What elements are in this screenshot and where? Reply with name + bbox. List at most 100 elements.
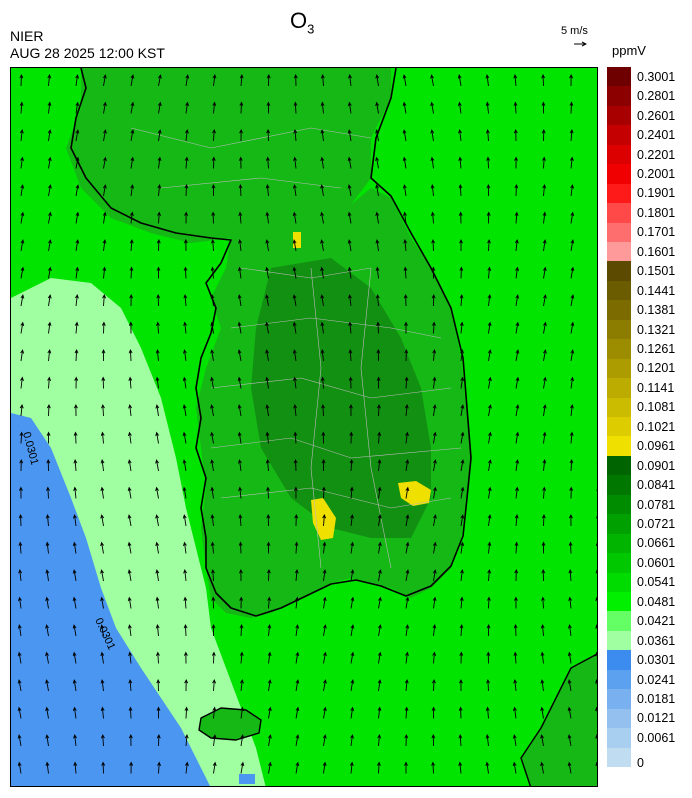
- wind-arrow-icon: [265, 184, 270, 197]
- wind-arrow-icon: [45, 514, 50, 527]
- wind-arrow-icon: [320, 101, 325, 114]
- wind-arrow-icon: [347, 129, 352, 142]
- wind-arrow-icon: [295, 734, 300, 747]
- wind-arrow-icon: [237, 294, 242, 307]
- wind-arrow-icon: [295, 761, 300, 774]
- legend-label: 0.0661: [637, 536, 676, 551]
- wind-arrow-icon: [322, 569, 327, 582]
- legend-label: 0.1081: [637, 400, 676, 415]
- wind-arrow-icon: [322, 761, 327, 774]
- wind-arrow-icon: [347, 101, 352, 114]
- wind-arrow-icon: [487, 321, 492, 334]
- wind-arrow-icon: [211, 651, 216, 664]
- wind-arrow-icon: [265, 156, 270, 169]
- wind-arrow-icon: [293, 404, 298, 417]
- wind-arrow-icon: [295, 679, 300, 692]
- wind-arrow-icon: [183, 651, 188, 664]
- wind-arrow-icon: [182, 459, 187, 472]
- wind-arrow-icon: [460, 569, 464, 582]
- wind-arrow-icon: [182, 349, 187, 362]
- wind-arrow-icon: [75, 266, 80, 279]
- korea-coastline: [70, 68, 472, 617]
- legend-swatch: [607, 358, 631, 379]
- wind-arrow-icon: [266, 128, 271, 142]
- wind-arrow-icon: [347, 211, 352, 224]
- wind-arrow-icon: [405, 651, 409, 664]
- wind-arrow-icon: [239, 623, 244, 637]
- wind-arrow-icon: [515, 266, 519, 279]
- wind-arrow-icon: [595, 596, 597, 602]
- wind-arrow-icon: [569, 129, 574, 142]
- legend-swatch: [607, 747, 631, 768]
- ozone-map[interactable]: 0.0301 0.0301: [10, 67, 598, 787]
- wind-arrow-icon: [377, 459, 382, 472]
- wind-arrow-icon: [101, 376, 106, 389]
- wind-arrow-icon: [513, 679, 518, 692]
- wind-arrow-icon: [20, 321, 25, 334]
- wind-arrow-icon: [267, 706, 272, 719]
- wind-arrow-icon: [430, 184, 435, 197]
- wind-arrow-icon: [513, 623, 518, 637]
- wind-arrow-icon: [293, 431, 298, 444]
- wind-arrow-icon: [73, 761, 78, 774]
- wind-arrow-icon: [513, 74, 518, 87]
- wind-arrow-icon: [569, 101, 574, 114]
- species-subscript: 3: [307, 21, 315, 37]
- wind-arrow-icon: [240, 734, 245, 747]
- wind-arrow-icon: [184, 183, 189, 197]
- wind-arrow-icon: [130, 211, 134, 224]
- wind-arrow-icon: [100, 679, 105, 692]
- wind-arrow-icon: [485, 74, 490, 87]
- wind-arrow-icon: [460, 376, 465, 389]
- wind-arrow-icon: [595, 761, 597, 767]
- wind-arrow-icon: [294, 486, 298, 499]
- wind-arrow-icon: [265, 266, 270, 279]
- wind-arrow-icon: [20, 239, 25, 252]
- wind-arrow-icon: [320, 349, 325, 362]
- wind-arrow-icon: [513, 651, 518, 664]
- wind-arrow-icon: [321, 403, 325, 417]
- wind-arrow-icon: [212, 74, 217, 87]
- wind-arrow-icon: [293, 376, 297, 389]
- wind-arrow-icon: [129, 239, 134, 252]
- wind-arrow-icon: [515, 486, 519, 499]
- wind-arrow-icon: [512, 761, 517, 774]
- wind-arrow-icon: [348, 376, 353, 389]
- wind-arrow-icon: [265, 294, 269, 307]
- wind-arrow-icon: [295, 624, 300, 637]
- wind-arrow-icon: [19, 431, 24, 444]
- wind-arrow-icon: [433, 486, 437, 499]
- wind-arrow-icon: [350, 596, 355, 609]
- wind-arrow-icon: [405, 431, 409, 444]
- wind-arrow-icon: [182, 431, 187, 444]
- wind-arrow-icon: [127, 459, 132, 472]
- wind-arrow-icon: [238, 239, 242, 252]
- wind-arrow-icon: [239, 74, 244, 87]
- wind-arrow-icon: [430, 101, 435, 114]
- wind-arrow-icon: [102, 266, 107, 279]
- wind-arrow-icon: [182, 376, 187, 389]
- wind-arrow-icon: [457, 74, 462, 87]
- wind-arrow-icon: [487, 514, 492, 527]
- wind-arrow-icon: [211, 156, 216, 169]
- legend-label: 0.1801: [637, 205, 676, 220]
- wind-arrow-icon: [514, 596, 518, 609]
- wind-arrow-icon: [320, 211, 324, 224]
- wind-arrow-icon: [349, 486, 354, 499]
- legend-swatch: [607, 144, 631, 165]
- species-title: O3: [290, 8, 314, 36]
- wind-arrow-icon: [570, 239, 575, 252]
- wind-arrow-icon: [570, 349, 575, 362]
- wind-arrow-icon: [157, 184, 162, 197]
- wind-arrow-icon: [100, 596, 104, 609]
- wind-arrow-icon: [350, 679, 355, 692]
- wind-arrow-icon: [405, 514, 410, 527]
- legend-label: 0.2401: [637, 128, 676, 143]
- wind-arrow-icon: [72, 679, 77, 692]
- wind-arrow-icon: [295, 596, 299, 609]
- wind-arrow-icon: [377, 706, 382, 719]
- wind-arrow-icon: [542, 266, 547, 279]
- wind-arrow-icon: [183, 321, 187, 334]
- wind-arrow-icon: [268, 734, 272, 747]
- wind-arrow-icon: [20, 184, 25, 197]
